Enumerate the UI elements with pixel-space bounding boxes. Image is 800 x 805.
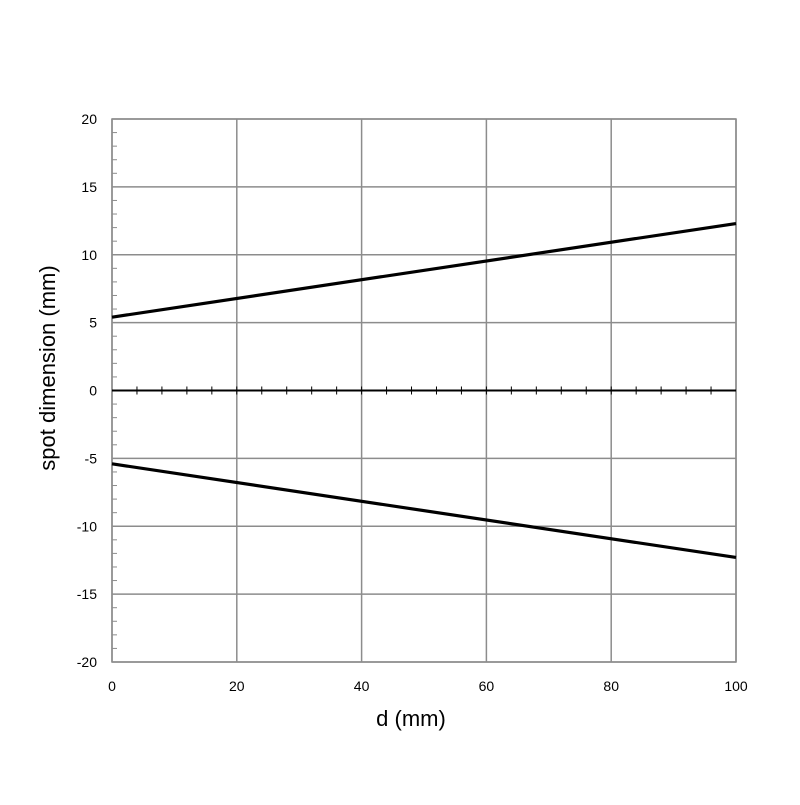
y-tick-label: -20	[77, 654, 97, 670]
y-axis-title: spot dimension (mm)	[35, 265, 60, 470]
series-line-0	[111, 221, 737, 319]
y-tick-label: -10	[77, 518, 97, 534]
series-lines	[111, 221, 737, 560]
y-tick-label: -15	[77, 586, 97, 602]
y-tick-label: -5	[85, 450, 98, 466]
x-tick-label: 0	[108, 678, 116, 694]
x-tick-label: 80	[603, 678, 619, 694]
y-tick-label: 0	[89, 383, 97, 399]
tick-labels: -20 -15 -10 -5 0 5 10 15 20 0 20 40 60 80 100	[77, 111, 748, 694]
plot-frame	[111, 118, 737, 663]
x-axis-title: d (mm)	[376, 706, 446, 731]
x-tick-label: 100	[724, 678, 748, 694]
x-tick-label: 20	[229, 678, 245, 694]
x-tick-label: 40	[354, 678, 370, 694]
x-tick-label: 60	[479, 678, 495, 694]
y-tick-label: 10	[81, 247, 97, 263]
y-tick-label: 20	[81, 111, 97, 127]
y-tick-label: 5	[89, 315, 97, 331]
y-tick-label: 15	[81, 179, 97, 195]
series-line-1	[111, 462, 737, 560]
